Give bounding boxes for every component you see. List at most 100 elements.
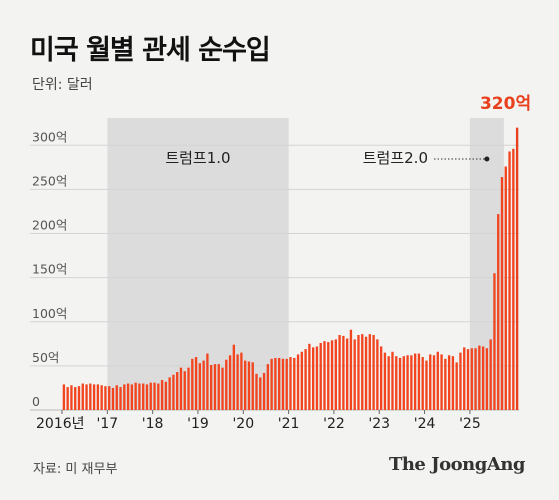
bar — [179, 367, 183, 410]
bar — [191, 358, 194, 410]
bar — [92, 384, 96, 410]
bar — [353, 339, 356, 410]
bar — [311, 347, 315, 410]
bar — [500, 177, 504, 410]
bar — [338, 335, 341, 410]
bar — [100, 385, 103, 410]
bar — [349, 329, 353, 410]
bar — [319, 342, 322, 410]
unit-label: 단위: 달러 — [32, 77, 93, 93]
y-axis-ticks: 0 50억 100억 150억 200억 250억 300억 — [32, 129, 67, 409]
y-tick-label: 150억 — [32, 262, 67, 277]
bar — [421, 357, 424, 410]
bar — [463, 347, 466, 410]
bar — [387, 356, 390, 410]
bar — [96, 384, 100, 410]
bar — [451, 356, 455, 410]
brand-logo: The JoongAng — [388, 454, 526, 475]
bar — [391, 351, 394, 410]
bar — [236, 354, 239, 410]
x-tick-label: '24 — [414, 416, 436, 432]
bar — [240, 352, 243, 410]
bar — [153, 382, 156, 410]
trump2-marker-dot — [484, 156, 490, 162]
bar — [342, 335, 345, 410]
y-tick-label: 100억 — [32, 306, 67, 321]
bar — [289, 357, 292, 410]
annotations: 트럼프1.0 트럼프2.0 320억 — [165, 94, 531, 167]
bar — [206, 353, 209, 410]
x-tick-label: '20 — [232, 416, 254, 432]
bar — [406, 355, 409, 410]
bar — [145, 384, 149, 410]
x-axis-ticks: 2016년 '17 '18 '19 '20 '21 '22 '23 '24 '25 — [36, 410, 481, 432]
bar — [345, 338, 349, 410]
bar — [270, 358, 273, 410]
bar — [251, 362, 254, 410]
bar — [134, 382, 137, 410]
bar — [111, 387, 115, 410]
bar — [376, 339, 379, 410]
bar — [395, 356, 398, 410]
bar — [221, 367, 224, 410]
trump1-label: 트럼프1.0 — [165, 149, 230, 167]
bar — [304, 349, 307, 410]
bar — [176, 372, 179, 410]
bar — [160, 380, 164, 410]
bar — [187, 367, 190, 410]
bar — [62, 384, 66, 410]
bar — [89, 383, 92, 410]
bar — [232, 344, 236, 410]
bar — [466, 349, 470, 410]
bar — [213, 364, 217, 410]
bar — [330, 340, 334, 410]
bar — [74, 387, 77, 410]
bar — [142, 383, 145, 410]
bar — [104, 386, 107, 410]
bar — [417, 353, 421, 410]
bar — [130, 384, 134, 410]
bar — [210, 365, 213, 410]
bar — [202, 360, 205, 410]
x-tick-label: '21 — [278, 416, 300, 432]
bar — [247, 361, 251, 410]
bar — [66, 387, 69, 410]
bar — [259, 377, 262, 410]
bar — [85, 384, 88, 410]
bar — [300, 351, 304, 410]
bar — [225, 359, 228, 410]
bar — [512, 148, 515, 410]
bar — [489, 339, 492, 410]
bar — [119, 387, 122, 410]
trump2-label: 트럼프2.0 — [363, 149, 428, 167]
bar — [115, 385, 118, 410]
bar — [383, 352, 387, 410]
bar — [413, 353, 417, 410]
bar — [70, 385, 73, 410]
bar — [485, 348, 489, 410]
bar — [481, 346, 485, 410]
y-tick-label: 0 — [32, 394, 40, 409]
bar — [296, 354, 300, 410]
bar — [444, 358, 447, 410]
bar — [108, 386, 111, 410]
shaded-period-1 — [107, 118, 289, 410]
bar — [455, 362, 458, 410]
bar — [497, 214, 500, 410]
bar — [459, 352, 462, 410]
bar — [277, 357, 281, 410]
bar — [168, 377, 171, 410]
bar — [255, 373, 258, 410]
bar — [379, 346, 383, 410]
bar — [432, 355, 436, 410]
bar — [323, 341, 326, 410]
x-tick-label: '17 — [96, 416, 118, 432]
bar — [228, 355, 232, 410]
bar — [402, 356, 405, 410]
y-tick-label: 200억 — [32, 218, 67, 233]
x-tick-label: '22 — [323, 416, 345, 432]
bar — [447, 355, 451, 410]
y-tick-label: 250억 — [32, 173, 67, 188]
x-tick-label: '25 — [459, 416, 481, 432]
bar — [474, 348, 477, 410]
